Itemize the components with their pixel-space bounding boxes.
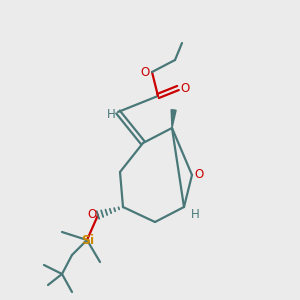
Text: O: O bbox=[180, 82, 190, 95]
Text: O: O bbox=[140, 65, 150, 79]
Text: O: O bbox=[194, 167, 204, 181]
Text: O: O bbox=[87, 208, 97, 221]
Text: Si: Si bbox=[81, 233, 94, 247]
Text: H: H bbox=[106, 109, 116, 122]
Polygon shape bbox=[171, 110, 176, 128]
Text: H: H bbox=[190, 208, 200, 221]
